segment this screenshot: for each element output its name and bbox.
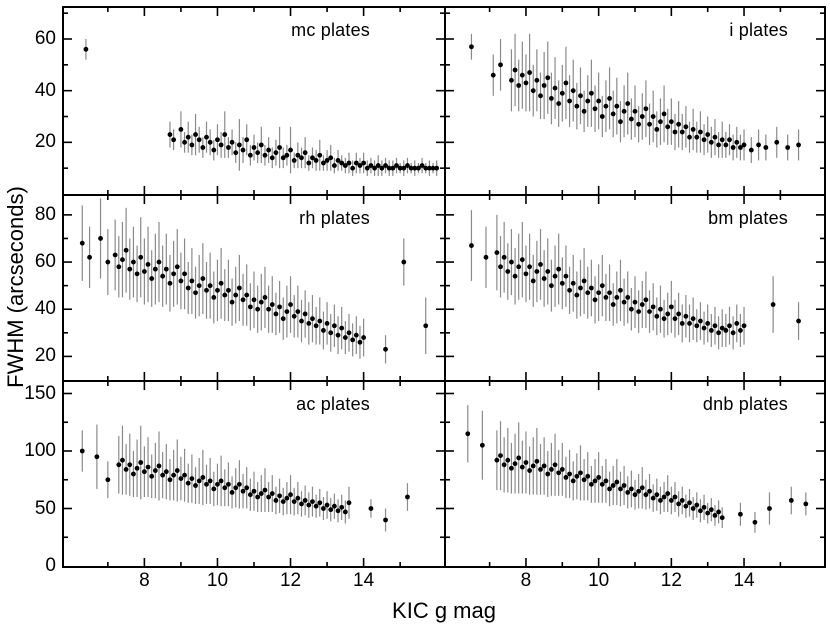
- y-tick-label-60: 60: [34, 28, 56, 49]
- y-tick-label-40: 40: [34, 79, 56, 101]
- y-tick-label-20: 20: [34, 345, 56, 367]
- y-tick-label-40: 40: [34, 298, 56, 320]
- plot-frame: mc plates i plates rh plates bm plates a…: [62, 6, 826, 568]
- x-tick-label-14: 14: [733, 570, 755, 591]
- x-tick-label-14: 14: [353, 570, 375, 591]
- panel-mc-plates: mc plates: [64, 8, 444, 194]
- panel-i-plates: i plates: [444, 8, 824, 194]
- scatter-plot-ac-plates: [64, 382, 444, 566]
- panel-title-mc-plates: mc plates: [291, 20, 370, 40]
- scatter-plot-rh-plates: [64, 196, 444, 380]
- panel-bm-plates: bm plates: [444, 194, 824, 380]
- panel-title-bm-plates: bm plates: [708, 208, 788, 228]
- y-tick-label-0: 0: [45, 555, 56, 576]
- y-tick-label-100: 100: [24, 440, 56, 461]
- panel-ac-plates: ac plates: [64, 380, 444, 566]
- panel-title-rh-plates: rh plates: [299, 208, 370, 228]
- y-tick-label-150: 150: [24, 382, 56, 404]
- scatter-plot-dnb-plates: [446, 382, 824, 566]
- panel-dnb-plates: dnb plates: [444, 380, 824, 566]
- scatter-plot-bm-plates: [446, 196, 824, 380]
- y-tick-label-60: 60: [34, 251, 56, 273]
- scatter-plot-mc-plates: [64, 8, 444, 194]
- x-tick-label-12: 12: [279, 570, 302, 591]
- x-tick-label-12: 12: [660, 570, 682, 591]
- y-axis-label: FWHM (arcseconds): [3, 186, 28, 388]
- y-tick-label-20: 20: [34, 131, 56, 153]
- x-tick-label-10: 10: [206, 570, 229, 591]
- x-tick-label-10: 10: [588, 570, 610, 591]
- scatter-plot-i-plates: [446, 8, 824, 194]
- panel-title-ac-plates: ac plates: [296, 394, 370, 414]
- x-tick-label-8: 8: [139, 570, 150, 591]
- y-tick-label-50: 50: [34, 497, 56, 519]
- x-axis-label: KIC g mag: [392, 598, 496, 623]
- x-tick-label-8: 8: [520, 570, 532, 591]
- panel-title-i-plates: i plates: [729, 20, 788, 40]
- panel-title-dnb-plates: dnb plates: [702, 394, 788, 414]
- panel-rh-plates: rh plates: [64, 194, 444, 380]
- y-tick-label-80: 80: [34, 203, 56, 225]
